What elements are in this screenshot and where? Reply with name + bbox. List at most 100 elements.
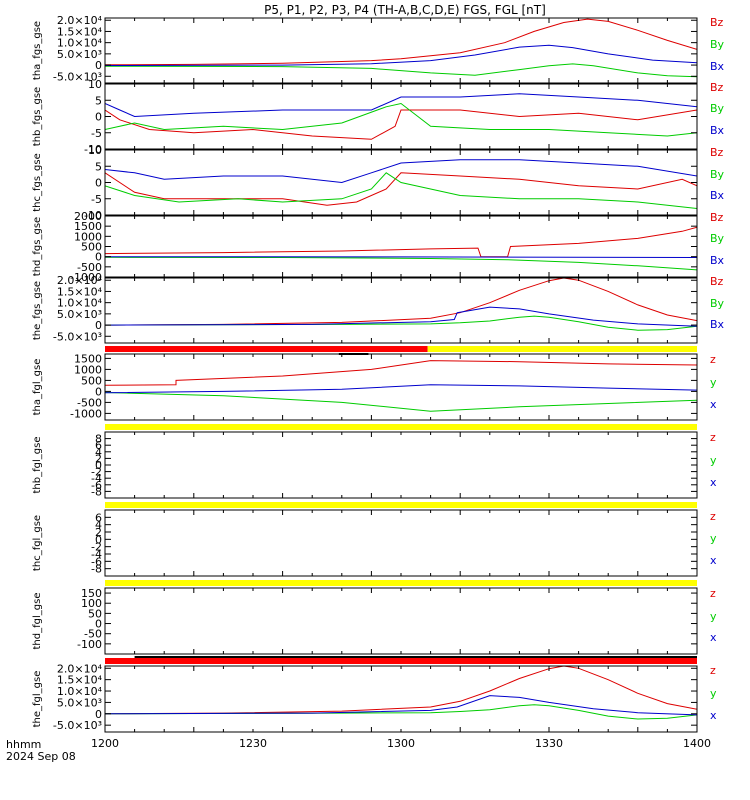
legend-entry-y: y <box>710 610 717 623</box>
series-line-z <box>105 278 697 326</box>
panel-frame <box>104 277 698 344</box>
series-line-y <box>105 392 697 412</box>
y-tick-label: 10 <box>88 144 102 157</box>
y-tick-label: 2 <box>95 526 102 539</box>
legend-entry-z: z <box>710 431 716 444</box>
series-line-x <box>105 93 697 118</box>
panels-group: 2.0×10⁴1.5×10⁴1.0×10⁴5.0×10³0-5.0×10³tha… <box>32 14 725 733</box>
legend-entry-y: By <box>710 168 725 181</box>
y-tick-label: 0 <box>95 59 102 72</box>
y-tick-label: -5.0×10³ <box>53 719 102 732</box>
legend-entry-y: y <box>710 687 717 700</box>
legend-entry-z: Bz <box>710 81 724 94</box>
y-tick-label: -4 <box>91 472 102 485</box>
legend-entry-x: Bx <box>710 124 725 137</box>
y-tick-label: 1.5×10⁴ <box>57 674 103 687</box>
panel-ylabel: the_fgl_gse <box>32 671 43 728</box>
series-line-x <box>105 159 697 184</box>
y-tick-label: 2.0×10⁴ <box>57 274 103 287</box>
legend-entry-x: x <box>710 398 717 411</box>
y-tick-label: -2 <box>91 466 102 479</box>
panel-ylabel: tha_fgs_gse <box>32 21 43 80</box>
y-tick-label: -500 <box>77 261 102 274</box>
mode-bar-segment <box>105 346 428 352</box>
y-tick-label: 1.0×10⁴ <box>57 297 103 310</box>
mode-bar-segment <box>105 424 697 430</box>
legend-entry-z: Bz <box>710 146 724 159</box>
legend-entry-z: z <box>710 664 716 677</box>
series-line-x <box>105 44 697 66</box>
y-tick-label: 10 <box>88 78 102 91</box>
y-tick-label: -6 <box>91 479 102 492</box>
y-tick-label: -50 <box>84 628 102 641</box>
legend-entry-x: x <box>710 476 717 489</box>
panel-1-series <box>105 18 697 78</box>
legend-entry-y: By <box>710 297 725 310</box>
series-line-x <box>105 306 697 327</box>
series-line-y <box>105 256 697 271</box>
panel-frame <box>104 665 698 733</box>
legend-entry-x: x <box>710 554 717 567</box>
series-line-y <box>105 63 697 78</box>
y-tick-label: 6 <box>95 511 102 524</box>
y-tick-label: -5 <box>91 127 102 140</box>
series-line-z <box>105 360 697 386</box>
y-tick-label: 2.0×10⁴ <box>57 14 103 27</box>
y-tick-label: 1000 <box>74 363 102 376</box>
y-tick-label: -5.0×10³ <box>53 70 102 83</box>
mode-bar-segment <box>105 502 697 508</box>
mode-bar-segment <box>105 658 697 664</box>
legend-entry-x: Bx <box>710 318 725 331</box>
y-tick-label: 0 <box>95 177 102 190</box>
legend-entry-z: z <box>710 353 716 366</box>
series-line-x <box>105 256 697 258</box>
y-tick-label: 4 <box>95 519 102 532</box>
y-tick-label: -100 <box>77 638 102 651</box>
legend-entry-y: By <box>710 38 725 51</box>
y-tick-label: 5.0×10³ <box>57 696 102 709</box>
y-tick-label: -2 <box>91 541 102 554</box>
y-tick-label: 0 <box>95 618 102 631</box>
y-tick-label: -1000 <box>70 271 102 284</box>
legend-entry-x: x <box>710 631 717 644</box>
x-tick-label: 1230 <box>239 737 267 750</box>
series-line-z <box>105 172 697 206</box>
series-line-x <box>105 695 697 716</box>
y-tick-label: 50 <box>88 607 102 620</box>
panel-ylabel: the_fgs_gse <box>32 281 43 340</box>
legend-entry-z: Bz <box>710 16 724 29</box>
panel-frame <box>104 587 698 655</box>
panel-ylabel: thd_fgl_gse <box>32 593 43 650</box>
panel-4-series <box>105 226 697 271</box>
y-tick-label: -5 <box>91 193 102 206</box>
series-line-z <box>105 226 697 258</box>
panel-ylabel: thc_fgs_gse <box>32 153 43 212</box>
y-tick-label: -6 <box>91 555 102 568</box>
panel-3-series <box>105 159 697 209</box>
y-tick-label: -5.0×10³ <box>53 330 102 343</box>
series-line-z <box>105 666 697 715</box>
series-line-y <box>105 704 697 720</box>
panel-2-series <box>105 93 697 140</box>
panel-frame <box>104 431 698 499</box>
legend-entry-y: y <box>710 532 717 545</box>
y-tick-label: -8 <box>91 485 102 498</box>
panel-ylabel: thb_fgs_gse <box>32 87 43 146</box>
legend-entry-x: Bx <box>710 60 725 73</box>
y-tick-label: 1500 <box>74 220 102 233</box>
y-tick-label: 0 <box>95 533 102 546</box>
legend-entry-z: z <box>710 510 716 523</box>
legend-entry-x: x <box>710 709 717 722</box>
x-tick-label: 1200 <box>91 737 119 750</box>
mode-bar-segment <box>105 580 697 586</box>
series-line-y <box>105 102 697 137</box>
series-line-x <box>105 384 697 394</box>
x-tick-label: 1400 <box>683 737 711 750</box>
series-line-y <box>105 315 697 331</box>
